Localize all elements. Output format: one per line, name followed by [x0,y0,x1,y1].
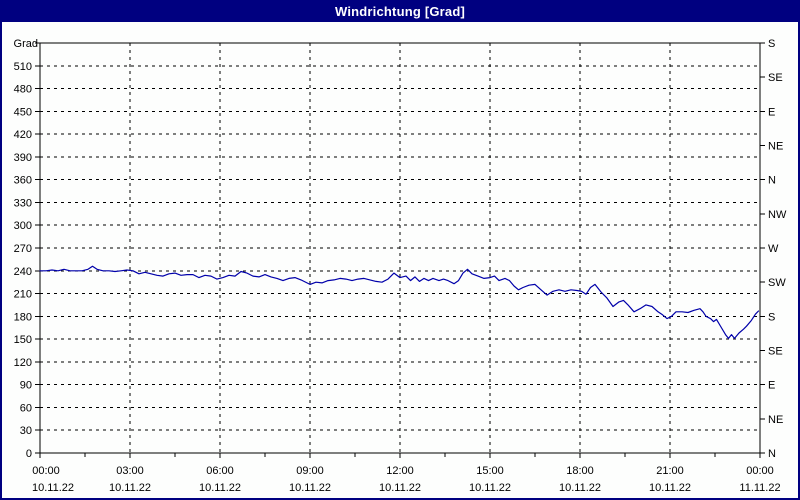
x-axis-time-label: 03:00 [116,465,144,477]
y-axis-tick-label: 420 [14,129,32,141]
y-axis-tick-label: 360 [14,175,32,187]
y-axis-tick-label: 450 [14,106,32,118]
compass-tick-label: SW [768,277,786,289]
y-axis-tick-label: 90 [20,380,32,392]
x-axis-time-label: 12:00 [386,465,414,477]
x-axis-time-label: 09:00 [296,465,324,477]
y-axis-tick-label: 240 [14,266,32,278]
y-axis-tick-label: 270 [14,243,32,255]
compass-tick-label: S [768,38,775,50]
y-axis-title: Grad [14,38,38,50]
x-axis-date-label: 10.11.22 [649,482,691,494]
compass-tick-label: E [768,106,775,118]
compass-tick-label: E [768,380,775,392]
x-axis-date-label: 10.11.22 [469,482,511,494]
y-axis-tick-label: 150 [14,334,32,346]
x-axis-date-label: 11.11.22 [739,482,780,494]
x-axis-time-label: 21:00 [656,465,684,477]
title-bar: Windrichtung [Grad] [0,0,800,22]
compass-tick-label: S [768,311,775,323]
y-axis-tick-label: 330 [14,197,32,209]
y-axis-tick-label: 510 [14,61,32,73]
compass-tick-label: W [768,243,779,255]
x-axis-time-label: 06:00 [206,465,234,477]
x-axis-time-label: 00:00 [32,465,60,477]
compass-tick-label: N [768,448,776,460]
x-axis-date-label: 10.11.22 [32,482,74,494]
y-axis-tick-label: 480 [14,84,32,96]
y-axis-tick-label: 210 [14,289,32,301]
chart-title: Windrichtung [Grad] [334,3,466,19]
compass-tick-label: N [768,175,776,187]
wind-direction-line [39,265,760,339]
compass-tick-label: SE [768,346,783,358]
x-axis-date-label: 10.11.22 [559,482,601,494]
x-axis-date-label: 10.11.22 [199,482,241,494]
x-axis-date-label: 10.11.22 [109,482,151,494]
y-axis-tick-label: 120 [14,357,32,369]
x-axis-time-label: 18:00 [566,465,594,477]
compass-tick-label: NE [768,141,783,153]
x-axis-date-label: 10.11.22 [289,482,331,494]
x-axis-time-label: 00:00 [746,465,774,477]
y-axis-tick-label: 180 [14,311,32,323]
y-axis-tick-label: 0 [26,448,32,460]
x-axis-time-label: 15:00 [476,465,504,477]
x-axis-date-label: 10.11.22 [379,482,421,494]
y-axis-tick-label: 390 [14,152,32,164]
compass-tick-label: NE [768,414,783,426]
compass-tick-label: NW [768,209,787,221]
y-axis-tick-label: 300 [14,220,32,232]
compass-tick-label: SE [768,72,783,84]
y-axis-tick-label: 60 [20,402,32,414]
y-axis-tick-label: 30 [20,425,32,437]
